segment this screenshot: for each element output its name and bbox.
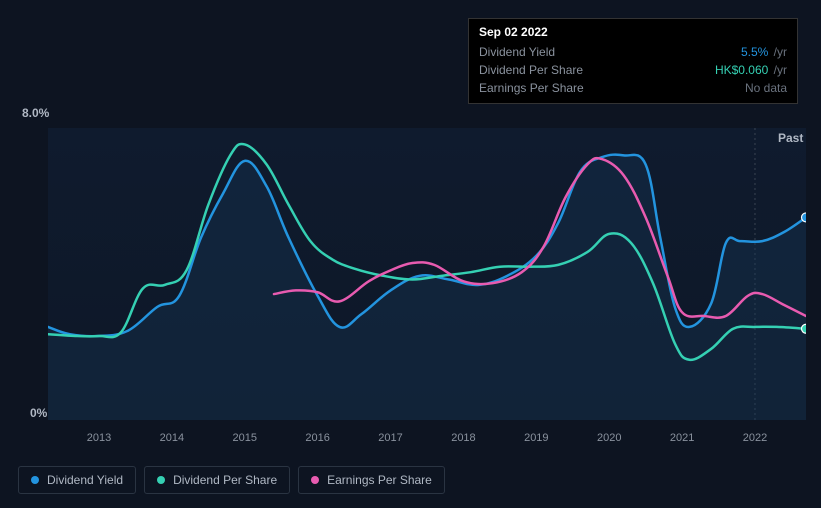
y-tick-max: 8.0% xyxy=(22,106,49,120)
x-tick: 2013 xyxy=(87,432,111,444)
dividend_per_share-end-marker xyxy=(802,324,807,333)
tooltip-row: Dividend Yield 5.5% /yr xyxy=(479,43,787,61)
tooltip-row-label: Earnings Per Share xyxy=(479,81,584,95)
x-tick: 2014 xyxy=(160,432,184,444)
legend-label: Dividend Per Share xyxy=(173,473,277,487)
legend-dot-icon xyxy=(31,476,39,484)
legend-item[interactable]: Dividend Yield xyxy=(18,466,136,494)
tooltip: Sep 02 2022 Dividend Yield5.5% /yrDivide… xyxy=(468,18,798,104)
tooltip-date: Sep 02 2022 xyxy=(479,25,787,39)
x-tick: 2018 xyxy=(451,432,475,444)
tooltip-row: Dividend Per Share HK$0.060 /yr xyxy=(479,61,787,79)
x-tick: 2015 xyxy=(233,432,257,444)
x-tick: 2021 xyxy=(670,432,694,444)
tooltip-row-value: 5.5% /yr xyxy=(741,45,787,59)
legend-item[interactable]: Dividend Per Share xyxy=(144,466,290,494)
past-label: Past xyxy=(778,131,803,145)
x-tick: 2020 xyxy=(597,432,621,444)
x-tick: 2019 xyxy=(524,432,548,444)
legend-dot-icon xyxy=(157,476,165,484)
legend-item[interactable]: Earnings Per Share xyxy=(298,466,445,494)
x-axis: 2013 2014 2015 2016 2017 2018 2019 2020 2021 2022 xyxy=(48,432,806,448)
tooltip-row-label: Dividend Yield xyxy=(479,45,555,59)
tooltip-row: Earnings Per Share No data xyxy=(479,79,787,97)
x-tick: 2017 xyxy=(378,432,402,444)
y-tick-min: 0% xyxy=(30,406,47,420)
legend: Dividend Yield Dividend Per Share Earnings… xyxy=(18,466,445,494)
legend-dot-icon xyxy=(311,476,319,484)
chart-svg xyxy=(48,128,806,420)
tooltip-row-value: HK$0.060 /yr xyxy=(715,63,787,77)
dividend_yield-area xyxy=(48,155,806,420)
tooltip-row-value: No data xyxy=(745,81,787,95)
legend-label: Earnings Per Share xyxy=(327,473,432,487)
x-tick: 2022 xyxy=(743,432,767,444)
tooltip-row-label: Dividend Per Share xyxy=(479,63,583,77)
x-tick: 2016 xyxy=(305,432,329,444)
dividend_yield-end-marker xyxy=(802,213,807,222)
legend-label: Dividend Yield xyxy=(47,473,123,487)
